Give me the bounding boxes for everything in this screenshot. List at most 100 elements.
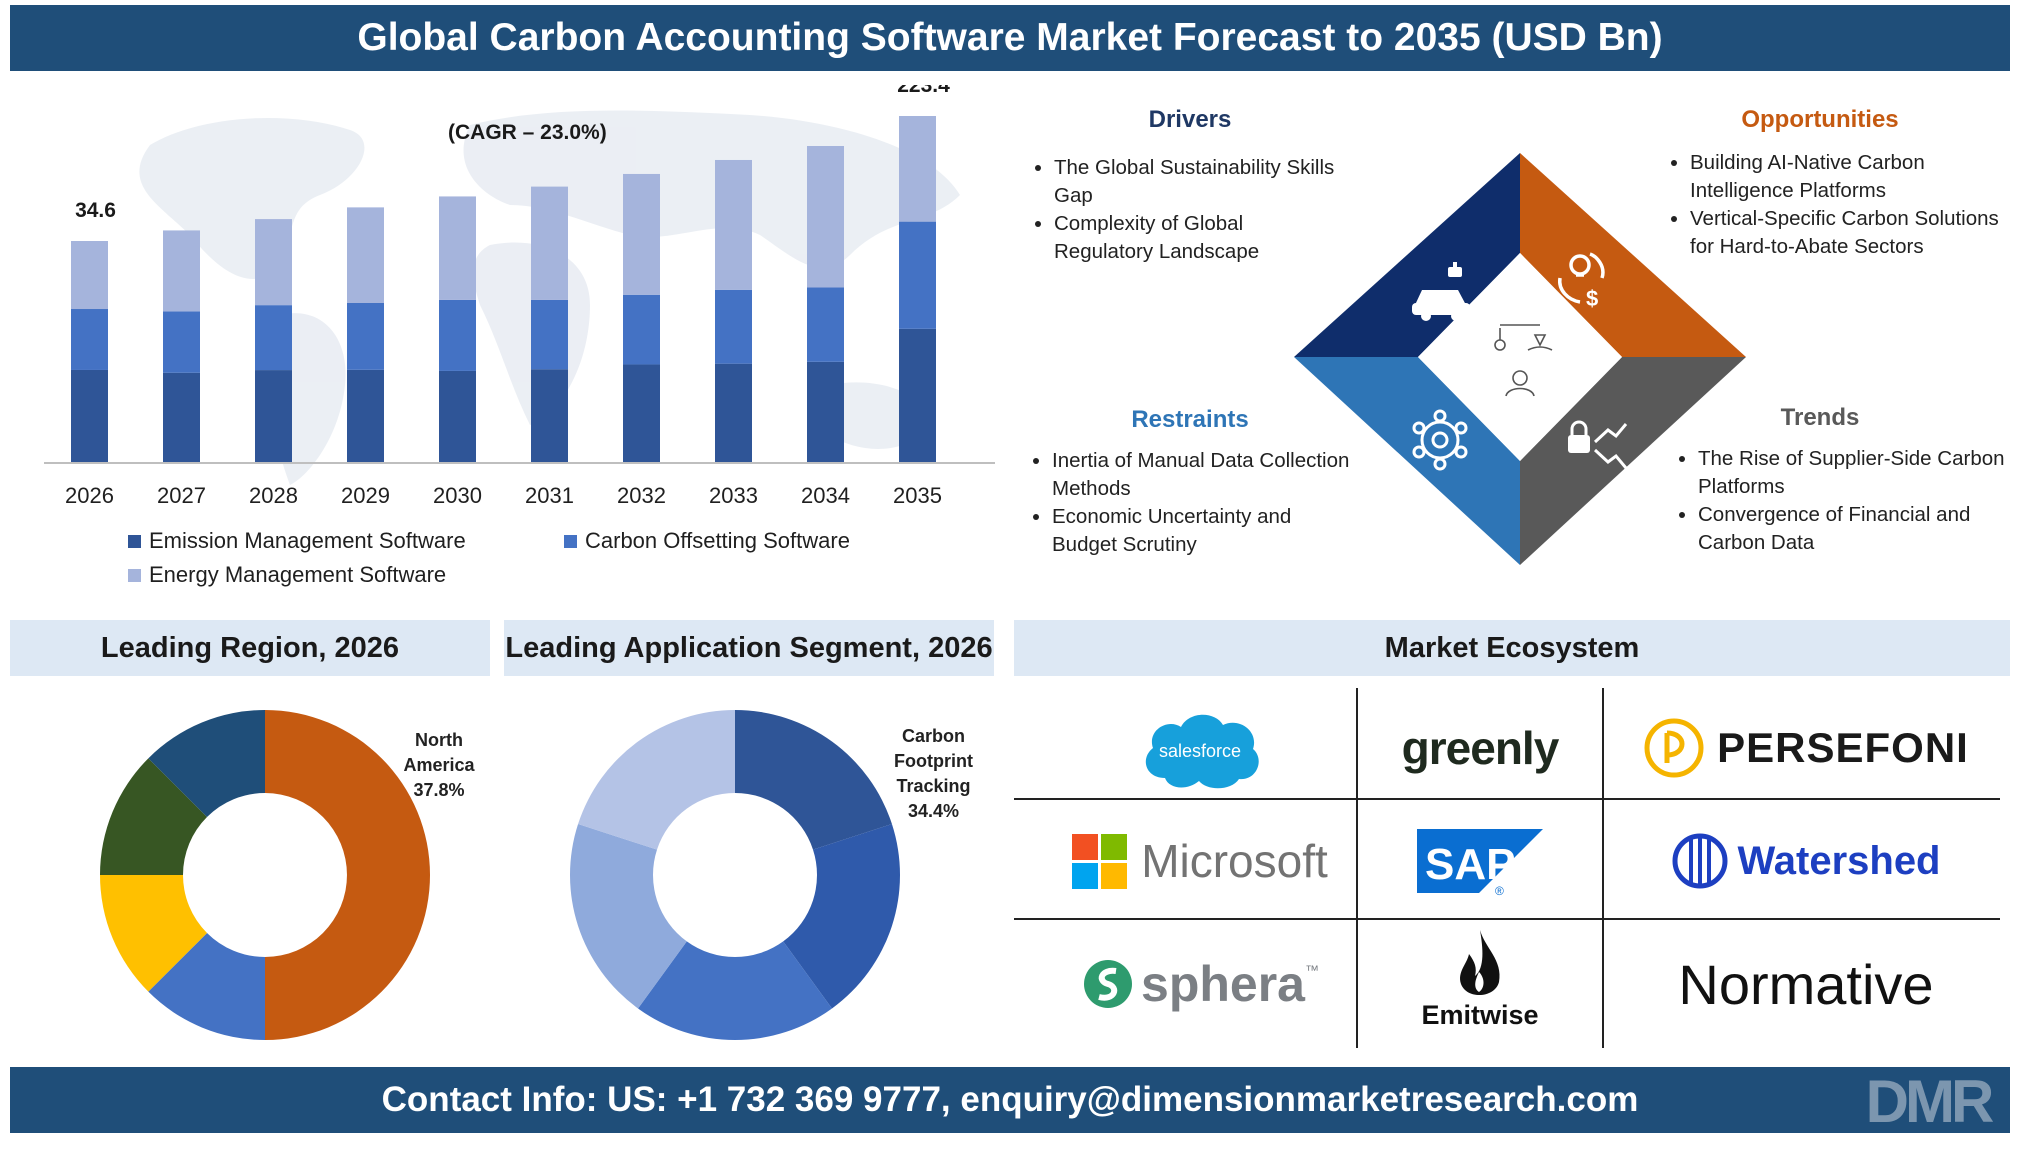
contact-footer: Contact Info: US: +1 732 369 9777, enqui… [10,1067,2010,1133]
x-tick-label: 2028 [249,483,298,508]
dmr-logo-text: DMR [1865,1067,1995,1135]
bar-total-label: 34.6 [75,199,116,222]
opportunities-title: Opportunities [1741,106,1899,133]
bar-segment-energy-management-software-2029 [347,207,384,303]
donut-slice-4 [578,710,735,850]
bar-legend: Emission Management Software Carbon Offs… [128,528,908,598]
salesforce-logo: salesforce [1040,700,1360,795]
opportunities-item: Vertical-Specific Carbon Solutions for H… [1690,205,2020,261]
application-donut-chart [570,710,900,1040]
drivers-list: The Global Sustainability Skills Gap Com… [1024,154,1344,266]
donut-slice-4 [148,710,265,818]
ecosystem-divider [1602,688,1604,1048]
donut-slice-2 [638,941,832,1040]
page-title: Global Carbon Accounting Software Market… [10,5,2010,71]
legend-swatch-emission [128,534,141,548]
bar-segment-carbon-offsetting-software-2033 [715,289,752,364]
x-tick-label: 2035 [893,483,942,508]
application-callout-value: 34.4% [907,801,960,821]
microsoft-wordmark: Microsoft [1141,835,1328,887]
salesforce-cloud-icon: salesforce [1145,714,1259,788]
bar-segment-emission-management-software-2031 [531,369,568,463]
bar-segment-energy-management-software-2028 [255,219,292,306]
legend-item-offsetting: Carbon Offsetting Software [564,528,850,554]
donut-slice-0 [735,710,892,850]
region-callout-line: America [403,755,475,775]
emitwise-logo: Emitwise [1360,928,1600,1048]
x-tick-label: 2027 [157,483,206,508]
salesforce-wordmark: salesforce [1159,741,1241,761]
application-callout: Carbon Footprint Tracking 34.4% [886,724,981,824]
legend-label-emission: Emission Management Software [149,528,466,553]
microsoft-logo: Microsoft [1040,808,1360,914]
persefoni-logo: PERSEFONI [1606,700,2006,795]
dros-diamond: $ [1294,153,1746,565]
bar-segment-emission-management-software-2035 [899,328,936,463]
ecosystem-divider [1014,918,2000,920]
drivers-item: Complexity of Global Regulatory Landscap… [1054,210,1344,266]
sphera-trademark: ™ [1304,962,1319,978]
svg-text:$: $ [1586,286,1598,311]
x-tick-label: 2029 [341,483,390,508]
x-tick-label: 2031 [525,483,574,508]
bar-segment-carbon-offsetting-software-2028 [255,305,292,371]
restraints-item: Economic Uncertainty and Budget Scrutiny [1052,503,1352,559]
bar-total-label: 223.4 [897,85,950,97]
x-tick-label: 2033 [709,483,758,508]
bar-segment-energy-management-software-2034 [807,146,844,288]
opportunities-list: Building AI-Native Carbon Intelligence P… [1660,149,2020,261]
analyst-icon [1494,324,1553,397]
donut-slice-0 [265,710,430,1040]
trends-item: Convergence of Financial and Carbon Data [1698,501,2020,557]
drivers-item: The Global Sustainability Skills Gap [1054,154,1344,210]
opportunities-quadrant-shape [1520,153,1746,357]
network-gear-icon [1412,409,1468,471]
application-callout-line: Tracking [896,776,971,796]
trends-list: The Rise of Supplier-Side Carbon Platfor… [1668,445,2020,557]
donut-slice-1 [783,824,900,1009]
donut-slice-3 [570,824,687,1009]
application-callout-line: Carbon [902,726,965,746]
sphera-logo: sphera ™ [1040,928,1360,1040]
bar-segment-emission-management-software-2029 [347,369,384,463]
region-donut-chart [100,710,430,1040]
x-tick-label: 2034 [801,483,850,508]
bar-segment-emission-management-software-2032 [623,364,660,463]
ecosystem-section-title: Market Ecosystem [1014,620,2010,676]
stacked-bar-chart: 2026 34.6 2027 2028 2029 2030 2031 2032 2033 2034… [44,85,995,508]
robot-car-icon [1412,262,1470,321]
trends-title: Trends [1780,404,1860,431]
watershed-wordmark: Watershed [1737,838,1941,883]
bar-segment-carbon-offsetting-software-2030 [439,299,476,371]
bar-segment-carbon-offsetting-software-2034 [807,287,844,362]
bar-segment-energy-management-software-2030 [439,196,476,300]
donut-slice-3 [100,758,208,875]
bar-segment-energy-management-software-2027 [163,230,200,312]
bar-segment-energy-management-software-2033 [715,159,752,290]
normative-logo: Normative [1606,928,2006,1040]
region-section-title: Leading Region, 2026 [10,620,490,676]
x-tick-label: 2032 [617,483,666,508]
x-tick-label: 2030 [433,483,482,508]
sphera-mark-icon [1084,960,1133,1008]
trends-quadrant-shape [1520,357,1746,565]
restraints-quadrant-shape [1294,357,1520,565]
trends-item: The Rise of Supplier-Side Carbon Platfor… [1698,445,2020,501]
bar-segment-energy-management-software-2035 [899,116,936,222]
watershed-globe-icon [1672,833,1728,889]
dmr-logo: DMR [1848,1068,2008,1135]
sap-badge-icon: SAP ® [1417,829,1543,897]
bar-segment-emission-management-software-2027 [163,372,200,463]
restraints-list: Inertia of Manual Data Collection Method… [1022,447,1352,559]
legend-swatch-offsetting [564,534,577,548]
cagr-annotation: (CAGR – 23.0%) [448,121,607,144]
sap-logo: SAP ® [1360,808,1600,914]
ecosystem-divider [1014,798,2000,800]
bar-segment-carbon-offsetting-software-2031 [531,299,568,370]
bar-segment-carbon-offsetting-software-2032 [623,294,660,365]
emitwise-wordmark: Emitwise [1421,1000,1539,1030]
restraints-item: Inertia of Manual Data Collection Method… [1052,447,1352,503]
bar-segment-carbon-offsetting-software-2029 [347,302,384,370]
opportunities-item: Building AI-Native Carbon Intelligence P… [1690,149,2020,205]
bar-segment-emission-management-software-2030 [439,370,476,463]
